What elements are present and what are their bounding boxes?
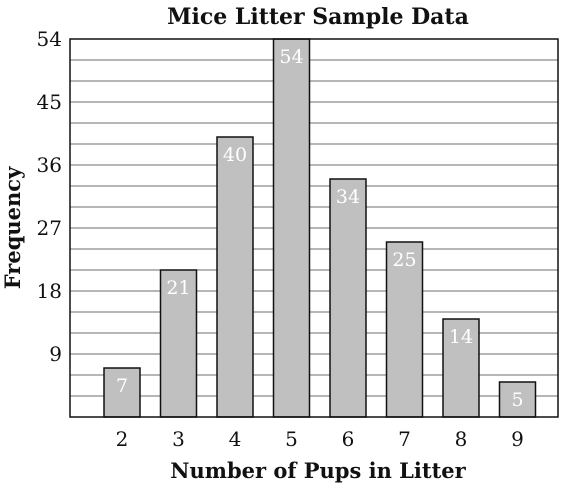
chart-title: Mice Litter Sample Data bbox=[167, 4, 469, 30]
x-tick-label: 6 bbox=[342, 427, 355, 451]
bar bbox=[385, 241, 424, 418]
bar-value-label: 5 bbox=[511, 389, 523, 411]
bar-value-label: 54 bbox=[279, 46, 303, 68]
x-axis-ticks: 2 3 4 5 6 7 8 9 bbox=[116, 427, 524, 451]
bar-value-label: 14 bbox=[449, 326, 473, 348]
y-tick-label: 45 bbox=[37, 90, 62, 114]
x-tick-label: 2 bbox=[116, 427, 129, 451]
bar-value-label: 34 bbox=[336, 186, 360, 208]
bar bbox=[272, 38, 311, 418]
bar-value-label: 21 bbox=[166, 277, 190, 299]
bar bbox=[159, 269, 198, 418]
y-tick-label: 27 bbox=[37, 216, 62, 240]
x-tick-label: 9 bbox=[511, 427, 524, 451]
y-tick-label: 18 bbox=[37, 279, 62, 303]
y-tick-label: 9 bbox=[49, 342, 62, 366]
bar-value-label: 7 bbox=[116, 375, 128, 397]
bar bbox=[216, 136, 254, 418]
y-tick-label: 36 bbox=[37, 153, 62, 177]
bar-value-label: 25 bbox=[392, 249, 416, 271]
bar bbox=[442, 318, 480, 418]
x-tick-label: 5 bbox=[285, 427, 298, 451]
x-tick-label: 4 bbox=[229, 427, 242, 451]
x-axis-title: Number of Pups in Litter bbox=[170, 458, 466, 483]
y-axis-ticks: 9 18 27 36 45 54 bbox=[37, 27, 62, 366]
y-axis-title: Frequency bbox=[0, 166, 25, 289]
x-tick-label: 8 bbox=[455, 427, 468, 451]
bar bbox=[329, 178, 367, 418]
gridlines bbox=[70, 59, 558, 397]
plot-frame bbox=[69, 38, 559, 418]
x-tick-label: 7 bbox=[398, 427, 411, 451]
x-tick-label: 3 bbox=[172, 427, 185, 451]
bar-value-label: 40 bbox=[223, 144, 247, 166]
y-tick-label: 54 bbox=[37, 27, 62, 51]
